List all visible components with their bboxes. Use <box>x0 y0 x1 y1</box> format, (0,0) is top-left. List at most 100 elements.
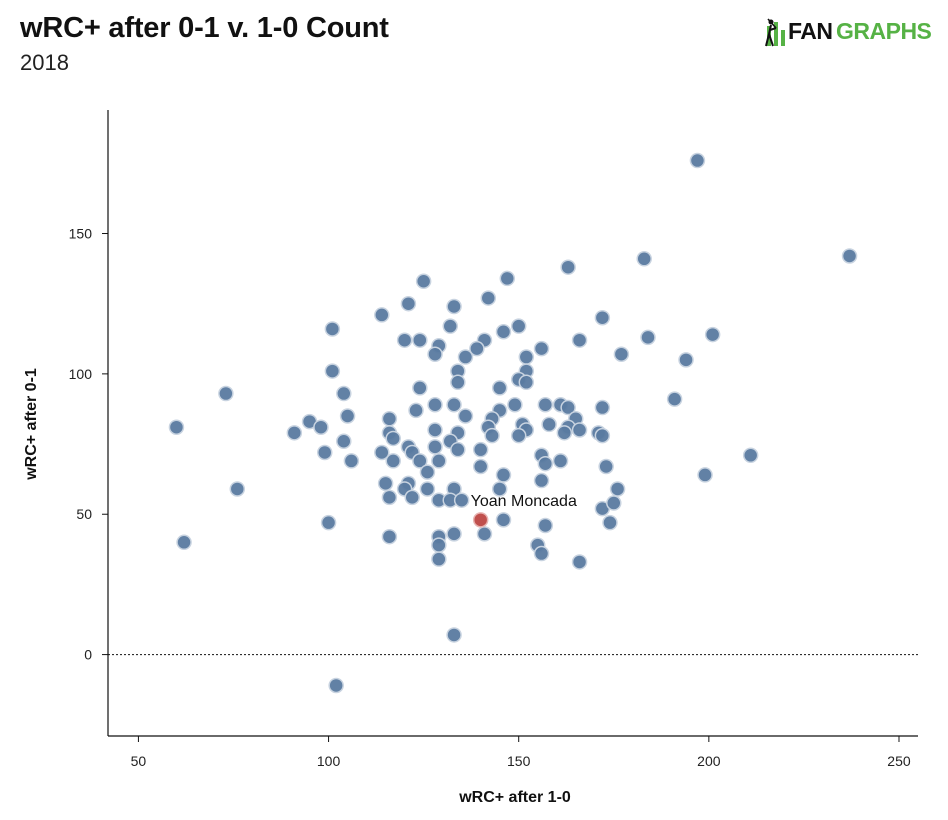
scatter-point[interactable] <box>446 397 462 413</box>
scatter-point[interactable] <box>415 273 432 289</box>
scatter-point[interactable] <box>491 380 508 396</box>
scatter-point[interactable] <box>476 526 493 542</box>
scatter-point[interactable] <box>742 447 759 464</box>
scatter-point[interactable] <box>689 152 706 169</box>
scatter-point[interactable] <box>697 467 713 483</box>
scatter-point[interactable] <box>472 458 489 475</box>
scatter-point[interactable] <box>491 481 508 497</box>
scatter-point[interactable] <box>560 259 576 275</box>
scatter-point[interactable] <box>507 397 523 413</box>
scatter-point[interactable] <box>431 537 447 553</box>
scatter-point[interactable] <box>606 495 622 511</box>
scatter-point[interactable] <box>541 416 557 433</box>
scatter-point[interactable] <box>594 309 611 326</box>
scatter-point[interactable] <box>446 627 462 643</box>
scatter-point[interactable] <box>218 385 234 402</box>
scatter-point[interactable] <box>431 551 447 567</box>
scatter-point[interactable] <box>419 481 436 497</box>
scatter-point[interactable] <box>457 408 474 424</box>
scatter-point[interactable] <box>400 295 417 312</box>
scatter-point[interactable] <box>602 514 618 531</box>
scatter-point[interactable] <box>343 453 360 469</box>
scatter-point[interactable] <box>453 492 470 508</box>
scatter-point[interactable] <box>636 251 652 267</box>
scatter-point[interactable] <box>336 385 352 402</box>
scatter-point[interactable] <box>419 464 436 480</box>
scatter-point[interactable] <box>469 340 485 357</box>
scatter-point[interactable] <box>431 453 447 469</box>
scatter-point[interactable] <box>317 444 333 461</box>
scatter-point[interactable] <box>571 422 588 438</box>
scatter-point[interactable] <box>313 419 329 435</box>
scatter-point[interactable] <box>537 455 554 472</box>
scatter-point[interactable] <box>594 399 611 416</box>
scatter-point[interactable] <box>678 352 694 368</box>
scatter-point[interactable] <box>480 290 497 306</box>
scatter-point[interactable] <box>666 391 683 407</box>
scatter-point[interactable] <box>518 374 535 391</box>
scatter-point[interactable] <box>571 554 588 570</box>
scatter-point[interactable] <box>168 419 185 435</box>
scatter-point[interactable] <box>510 427 527 444</box>
fangraphs-logo[interactable]: FAN GRAPHS <box>762 18 934 48</box>
scatter-point[interactable] <box>412 453 428 469</box>
scatter-point[interactable] <box>450 441 466 458</box>
scatter-point[interactable] <box>499 270 516 287</box>
scatter-point[interactable] <box>427 422 443 438</box>
scatter-point[interactable] <box>594 427 611 444</box>
scatter-point[interactable] <box>385 430 401 447</box>
scatter-point[interactable] <box>841 248 858 264</box>
scatter-point[interactable] <box>385 453 401 469</box>
scatter-point[interactable] <box>533 340 550 357</box>
scatter-point[interactable] <box>484 427 500 444</box>
scatter-point[interactable] <box>324 363 341 379</box>
scatter-point[interactable] <box>560 399 576 416</box>
scatter-point[interactable] <box>446 526 462 542</box>
scatter-point[interactable] <box>537 517 554 534</box>
scatter-point[interactable] <box>495 467 512 483</box>
scatter-point[interactable] <box>537 397 554 413</box>
scatter-point[interactable] <box>704 326 721 343</box>
scatter-point[interactable] <box>381 528 398 545</box>
scatter-point[interactable] <box>518 349 535 365</box>
scatter-point[interactable] <box>336 433 352 449</box>
scatter-point[interactable] <box>533 545 550 562</box>
scatter-point[interactable] <box>229 481 246 497</box>
scatter-point[interactable] <box>404 489 420 506</box>
scatter-point[interactable] <box>381 489 398 506</box>
scatter-point[interactable] <box>450 374 466 391</box>
scatter-point[interactable] <box>374 307 390 323</box>
scatter-point[interactable] <box>446 298 462 315</box>
scatter-point[interactable] <box>412 332 428 348</box>
scatter-point[interactable] <box>609 481 626 497</box>
scatter-point[interactable] <box>571 332 588 348</box>
scatter-point[interactable] <box>533 472 550 489</box>
scatter-point[interactable] <box>381 411 398 427</box>
scatter-point[interactable] <box>495 324 512 340</box>
scatter-point[interactable] <box>613 346 630 362</box>
scatter-point[interactable] <box>286 425 303 441</box>
highlight-point[interactable] <box>472 512 489 528</box>
scatter-point[interactable] <box>396 332 413 348</box>
scatter-point[interactable] <box>472 441 489 458</box>
scatter-point[interactable] <box>324 321 341 337</box>
scatter-point[interactable] <box>412 380 428 396</box>
scatter-point[interactable] <box>556 425 573 441</box>
scatter-point[interactable] <box>640 329 656 346</box>
scatter-point[interactable] <box>495 512 512 528</box>
scatter-point[interactable] <box>328 677 344 694</box>
scatter-point[interactable] <box>320 514 337 531</box>
scatter-point[interactable] <box>598 458 614 475</box>
scatter-point[interactable] <box>427 397 443 413</box>
scatter-point[interactable] <box>339 408 356 424</box>
scatter-point[interactable] <box>176 534 192 551</box>
scatter-point[interactable] <box>442 318 459 334</box>
scatter-point[interactable] <box>427 439 443 455</box>
scatter-point[interactable] <box>427 346 443 362</box>
scatter-point[interactable] <box>457 349 474 365</box>
scatter-point[interactable] <box>510 318 527 334</box>
scatter-point[interactable] <box>377 475 394 492</box>
scatter-point[interactable] <box>552 453 569 469</box>
scatter-point[interactable] <box>408 402 424 419</box>
scatter-point[interactable] <box>374 444 390 461</box>
